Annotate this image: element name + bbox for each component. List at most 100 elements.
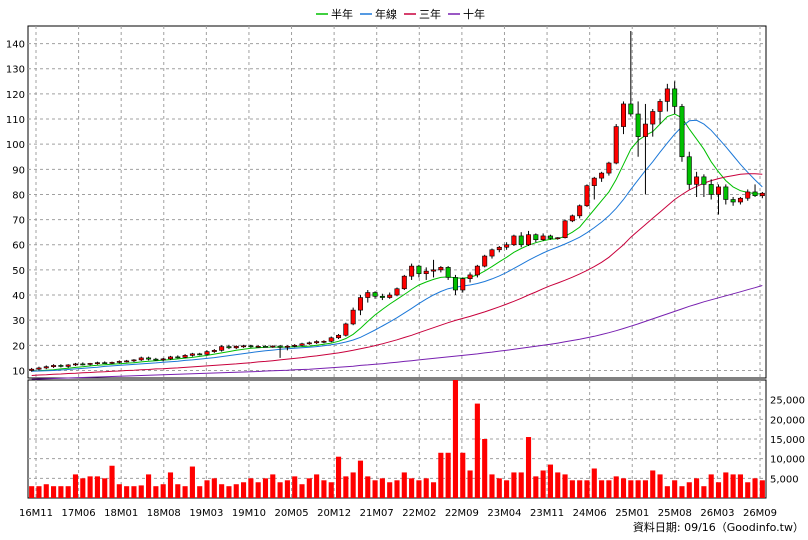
volume-bar <box>642 480 648 498</box>
volume-bar <box>737 474 743 498</box>
volume-panel: 5,000 10,000 15,000 20,000 25,000 <box>27 379 805 499</box>
candle-body <box>321 340 327 343</box>
volume-bar <box>423 478 429 498</box>
volume-bar <box>350 472 356 498</box>
candle-body <box>416 265 422 274</box>
candle <box>431 259 437 278</box>
candle <box>533 233 539 243</box>
candle <box>43 365 49 370</box>
volume-bar <box>518 472 524 498</box>
candle <box>547 234 553 240</box>
candle-body <box>409 265 415 277</box>
candle-body <box>270 345 276 348</box>
candle <box>701 174 707 197</box>
candle-body <box>262 346 268 348</box>
candle-body <box>672 88 678 107</box>
candle <box>606 161 612 176</box>
volume-bar <box>562 474 568 498</box>
candle <box>474 264 480 278</box>
x-tick-label: 22M09 <box>445 508 479 519</box>
candle <box>80 362 86 366</box>
volume-bar <box>197 486 203 498</box>
candle-body <box>197 353 203 356</box>
candle-body <box>745 191 751 199</box>
candle-body <box>752 191 758 197</box>
candle <box>277 345 283 358</box>
volume-bar <box>452 380 459 498</box>
volume-bar <box>328 482 334 498</box>
volume-y-tick-label: 20,000 <box>770 415 805 426</box>
candle-body <box>438 267 444 271</box>
candle-body <box>723 186 729 200</box>
candle-body <box>138 357 144 361</box>
moving-average-lines <box>31 113 763 380</box>
candle <box>599 171 605 182</box>
candle-body <box>489 249 495 257</box>
volume-bar <box>343 476 349 498</box>
candle <box>73 362 78 366</box>
volume-bar <box>365 476 371 498</box>
legend-label: 半年 <box>331 7 353 21</box>
volume-bar <box>723 472 729 498</box>
volume-bar <box>460 452 466 498</box>
legend-label: 年線 <box>375 7 397 21</box>
candle-body <box>759 192 765 197</box>
candle-body <box>482 255 488 267</box>
candle-body <box>94 362 100 364</box>
candle <box>372 291 378 299</box>
candle-body <box>51 365 57 367</box>
ma-line-十年 <box>31 285 763 380</box>
candle <box>664 83 670 112</box>
price-y-tick-label: 110 <box>6 115 25 126</box>
x-tick-label: 26M03 <box>700 508 734 519</box>
candle <box>36 366 42 371</box>
volume-bar <box>620 478 627 498</box>
candle-body <box>314 341 320 344</box>
candle <box>262 345 268 348</box>
x-tick-label: 24M06 <box>573 508 607 519</box>
legend-label: 十年 <box>463 7 485 21</box>
volume-bar <box>686 482 692 498</box>
x-tick-label: 23M11 <box>530 508 564 519</box>
candle <box>241 344 247 348</box>
candle-body <box>299 343 305 346</box>
candle <box>336 334 342 340</box>
candle <box>613 124 619 165</box>
candle-body <box>226 346 232 349</box>
candle <box>146 356 152 361</box>
volume-bar <box>752 478 758 498</box>
candle <box>350 307 356 326</box>
candle-body <box>189 353 195 356</box>
volume-bar <box>36 486 42 498</box>
volume-bar <box>555 472 561 498</box>
candle-body <box>328 337 334 342</box>
candle <box>642 103 648 195</box>
candle <box>584 184 590 208</box>
candle-body <box>394 288 400 296</box>
volume-y-tick-label: 10,000 <box>770 455 805 466</box>
volume-bars <box>29 380 765 498</box>
x-tick-label: 17M06 <box>62 508 96 519</box>
volume-bar <box>759 480 765 498</box>
candle-body <box>474 265 480 276</box>
candle <box>219 345 225 352</box>
volume-bar <box>43 484 49 498</box>
candle <box>716 184 721 215</box>
volume-bar <box>701 486 707 498</box>
candle <box>160 357 166 362</box>
candle-body <box>80 363 86 366</box>
volume-bar <box>584 480 590 498</box>
candle-body <box>650 111 656 125</box>
x-axis: 16M11 17M06 18M01 18M08 19M03 19M10 20M05 20M12… <box>19 508 777 519</box>
candle <box>102 361 108 364</box>
volume-bar <box>547 464 554 498</box>
candle-body <box>686 156 692 185</box>
volume-bar <box>525 437 532 498</box>
volume-bar <box>29 486 35 498</box>
candle <box>182 354 188 359</box>
candle <box>409 263 415 280</box>
volume-bar <box>102 478 108 498</box>
volume-bar <box>533 476 539 498</box>
candle <box>87 362 93 366</box>
